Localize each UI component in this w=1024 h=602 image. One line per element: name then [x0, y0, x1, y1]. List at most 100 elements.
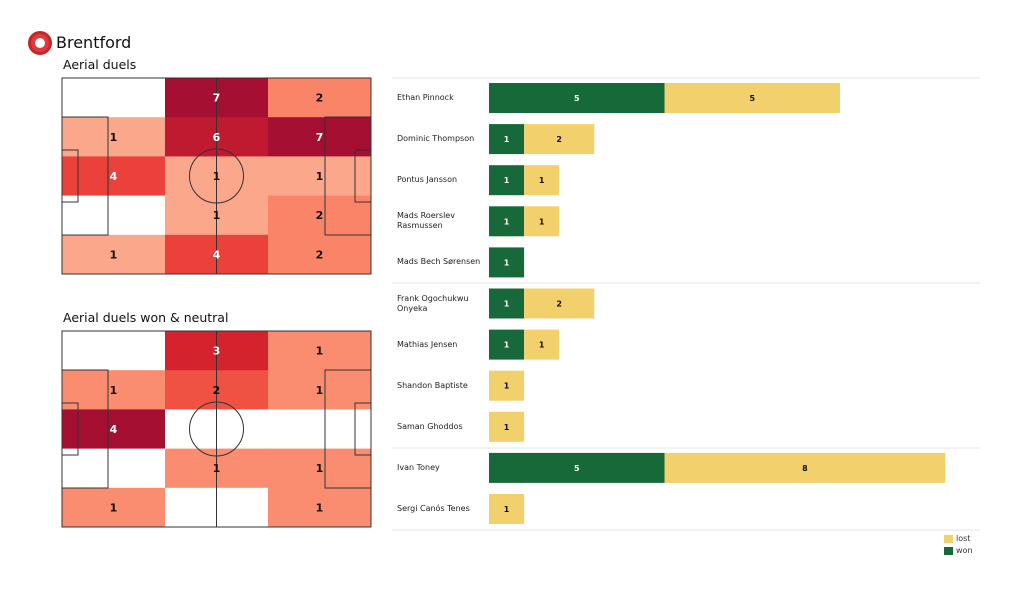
heatmap-value: 1	[316, 384, 324, 397]
player-name: Ivan Toney	[397, 462, 440, 472]
heatmap-cell	[62, 156, 166, 197]
bar-label-lost: 5	[749, 94, 755, 103]
bar-label-lost: 1	[539, 341, 545, 350]
heatmap-value: 3	[213, 345, 221, 358]
heatmap-value: 1	[316, 501, 324, 514]
legend-swatch-won	[944, 547, 953, 555]
bar-won	[489, 329, 525, 360]
legend-label-lost: lost	[956, 534, 971, 543]
bar-label-lost: 1	[504, 505, 510, 514]
bar-lost	[664, 452, 946, 483]
bar-label-lost: 1	[539, 176, 545, 185]
heatmap-value: 2	[316, 92, 324, 105]
heatmap-value: 4	[110, 170, 118, 183]
bar-label-lost: 1	[539, 217, 545, 226]
team-name: Brentford	[56, 33, 132, 52]
bar-label-won: 5	[574, 464, 580, 473]
heatmap-cell	[268, 156, 372, 197]
bar-lost	[524, 288, 595, 319]
heatmap-cell	[268, 195, 372, 236]
heatmap-cell	[268, 448, 372, 489]
bar-won	[489, 165, 525, 196]
legend-label-won: won	[956, 546, 973, 555]
heatmap-title-2: Aerial duels won & neutral	[63, 310, 229, 325]
bar-lost	[524, 124, 595, 155]
brentford-logo	[28, 31, 52, 55]
heatmap-cell	[62, 195, 166, 236]
heatmap-value: 2	[316, 209, 324, 222]
heatmap-value: 1	[316, 462, 324, 475]
player-name: Ethan Pinnock	[397, 93, 454, 102]
heatmap-aerial-duels-won: 3 1 1 2 1 4 1 1 1 1	[61, 330, 372, 528]
heatmap-cell	[62, 487, 166, 528]
heatmap-cell	[268, 331, 372, 371]
player-name: Pontus Jansson	[397, 175, 458, 185]
bar-won	[489, 452, 665, 483]
bar-won	[489, 83, 665, 113]
bar-label-lost: 1	[504, 382, 510, 391]
heatmap-cell	[268, 409, 372, 450]
bar-label-lost: 2	[556, 300, 562, 309]
player-name: Mathias Jensen	[397, 339, 458, 349]
left-goal-box	[61, 149, 79, 203]
player-name: Saman Ghoddos	[397, 421, 463, 431]
right-goal-box	[354, 402, 372, 456]
player-name: Dominic Thompson	[397, 134, 475, 144]
heatmap-value: 7	[213, 92, 221, 105]
player-name: Shandon Baptiste	[397, 380, 468, 390]
bar-label-won: 1	[504, 300, 510, 309]
bar-label-won: 1	[504, 217, 510, 226]
heatmap-cell	[62, 331, 166, 371]
player-name: Mads Bech Sørensen	[397, 257, 481, 267]
left-goal-box	[61, 402, 79, 456]
player-name: Sergi Canós Tenes	[397, 504, 470, 513]
heatmap-value: 1	[213, 462, 221, 475]
legend-swatch-lost	[944, 535, 953, 543]
player-name: Frank Ogochukwu Onyeka	[397, 293, 469, 313]
player-name: Mads Roerslev Rasmussen	[397, 211, 455, 231]
heatmap-value: 1	[110, 384, 118, 397]
heatmap-cell	[62, 409, 166, 450]
heatmap-cell	[62, 448, 166, 489]
heatmap-cell	[268, 487, 372, 528]
bar-lost	[524, 165, 560, 196]
bar-label-won: 1	[504, 135, 510, 144]
center-circle	[189, 401, 244, 457]
heatmap-value: 1	[213, 170, 221, 183]
bar-lost	[524, 206, 560, 237]
heatmap-value: 2	[316, 248, 324, 261]
heatmap-value: 1	[110, 501, 118, 514]
heatmap-cell	[62, 117, 166, 157]
heatmap-value: 4	[213, 248, 221, 261]
bar-won	[489, 288, 525, 319]
heatmap-value: 1	[316, 345, 324, 358]
bar-label-lost: 1	[504, 423, 510, 432]
heatmap-value: 2	[213, 384, 221, 397]
heatmap-value: 1	[213, 209, 221, 222]
heatmap-cell	[62, 78, 166, 118]
heatmap-cell	[62, 234, 166, 275]
bar-label-won: 1	[504, 176, 510, 185]
bar-won	[489, 206, 525, 237]
heatmap-aerial-duels: 7 2 1 6 7 4 1 1 1 2 1 4 2	[61, 77, 372, 275]
bar-lost	[489, 494, 525, 524]
heatmap-title-1: Aerial duels	[63, 57, 137, 72]
heatmap-cell	[268, 234, 372, 275]
bar-lost	[524, 329, 560, 360]
heatmap-value: 7	[316, 131, 324, 144]
heatmap-cell	[62, 370, 166, 410]
heatmap-value: 6	[213, 131, 221, 144]
bar-label-won: 5	[574, 94, 580, 103]
right-goal-box	[354, 149, 372, 203]
bar-lost	[489, 411, 525, 442]
heatmap-cell	[268, 78, 372, 118]
heatmap-value: 1	[110, 131, 118, 144]
bar-won	[489, 124, 525, 155]
bar-label-won: 1	[504, 341, 510, 350]
bar-label-won: 1	[504, 258, 510, 267]
bar-lost	[489, 370, 525, 401]
heatmap-cell	[268, 370, 372, 410]
bar-label-lost: 8	[802, 464, 808, 473]
bar-won	[489, 247, 525, 278]
